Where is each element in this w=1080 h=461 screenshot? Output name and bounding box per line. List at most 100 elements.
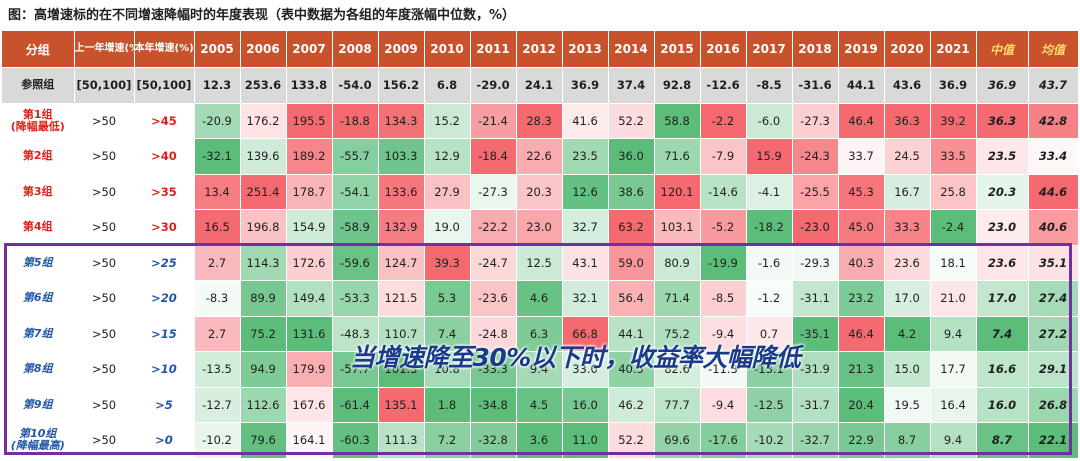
group-row: 第5组 >50 >25 2.7 114.3 172.6 -59.6 124.7 39.3 -24.… xyxy=(2,245,1079,281)
value-cell: -10.2 xyxy=(746,422,793,459)
value-cell: 82.6 xyxy=(654,351,701,388)
value-cell: 79.6 xyxy=(240,422,287,459)
group-row: 第6组 >50 >20 -8.3 89.9 149.4 -53.3 121.5 5.3 -23.6… xyxy=(2,280,1079,317)
group-row: 第2组 >50 >40 -32.1 139.6 189.2 -55.7 103.3 12.9 -1… xyxy=(2,138,1079,175)
group-row: 第8组 >50 >10 -13.5 94.9 179.9 -57.7 101.3 10.8 -33… xyxy=(2,351,1079,388)
value-cell: -31.7 xyxy=(792,387,839,423)
annual-performance-table: 分组上一年增速(%)本年增速(%)20052006200720082009201… xyxy=(2,31,1079,459)
value-cell: -21.4 xyxy=(470,103,517,139)
value-cell: 133.6 xyxy=(378,174,425,210)
value-cell: -54.0 xyxy=(332,67,379,104)
value-cell: 33.3 xyxy=(884,209,931,246)
value-cell: 36.3 xyxy=(884,103,931,139)
value-cell: -8.5 xyxy=(700,280,747,317)
value-cell: 12.3 xyxy=(194,67,241,104)
value-cell: -23.0 xyxy=(792,209,839,246)
value-cell: 6.3 xyxy=(516,316,563,352)
value-cell: 103.1 xyxy=(654,209,701,246)
value-cell: 2.7 xyxy=(194,245,241,281)
mean-cell: 42.8 xyxy=(1028,103,1079,139)
figure-title: 图：高增速标的在不同增速降幅时的年度表现（表中数据为各组的年度涨幅中位数，%） xyxy=(8,8,516,23)
value-cell: 16.4 xyxy=(930,387,977,423)
value-cell: -18.2 xyxy=(746,209,793,246)
value-cell: 15.9 xyxy=(746,138,793,175)
value-cell: 36.0 xyxy=(608,138,655,175)
prev-growth-cell: >50 xyxy=(74,138,135,175)
value-cell: 43.1 xyxy=(562,245,609,281)
value-cell: 77.7 xyxy=(654,387,701,423)
value-cell: 52.2 xyxy=(608,103,655,139)
value-cell: 63.2 xyxy=(608,209,655,246)
value-cell: -33.3 xyxy=(470,351,517,388)
cur-growth-cell: >30 xyxy=(134,209,195,246)
prev-growth-cell: >50 xyxy=(74,351,135,388)
value-cell: -23.6 xyxy=(470,280,517,317)
value-cell: 19.0 xyxy=(424,209,471,246)
value-cell: 176.2 xyxy=(240,103,287,139)
value-cell: 134.3 xyxy=(378,103,425,139)
value-cell: 46.2 xyxy=(608,387,655,423)
value-cell: -57.7 xyxy=(332,351,379,388)
value-cell: -55.7 xyxy=(332,138,379,175)
cur-growth-cell: >45 xyxy=(134,103,195,139)
value-cell: 149.4 xyxy=(286,280,333,317)
value-cell: -12.6 xyxy=(700,67,747,104)
value-cell: -1.6 xyxy=(746,245,793,281)
value-cell: 40.3 xyxy=(838,245,885,281)
value-cell: 36.9 xyxy=(562,67,609,104)
group-label: 第7组 xyxy=(2,316,75,352)
value-cell: -59.6 xyxy=(332,245,379,281)
value-cell: 195.5 xyxy=(286,103,333,139)
value-cell: 3.6 xyxy=(516,422,563,459)
value-cell: 189.2 xyxy=(286,138,333,175)
mean-cell: 26.8 xyxy=(1028,387,1079,423)
group-label: 第10组 (降幅最高) xyxy=(2,422,75,459)
column-header: 2015 xyxy=(654,31,701,68)
column-header: 2009 xyxy=(378,31,425,68)
value-cell: -27.3 xyxy=(470,174,517,210)
prev-growth-cell: >50 xyxy=(74,209,135,246)
group-label: 第6组 xyxy=(2,280,75,317)
mean-cell: 43.7 xyxy=(1028,67,1079,104)
value-cell: 112.6 xyxy=(240,387,287,423)
value-cell: 40.5 xyxy=(608,351,655,388)
cur-growth-cell: >15 xyxy=(134,316,195,352)
cur-growth-cell: >0 xyxy=(134,422,195,459)
median-cell: 23.0 xyxy=(976,209,1029,246)
value-cell: -2.4 xyxy=(930,209,977,246)
mean-cell: 27.4 xyxy=(1028,280,1079,317)
value-cell: 196.8 xyxy=(240,209,287,246)
value-cell: 7.2 xyxy=(424,422,471,459)
value-cell: -9.4 xyxy=(700,316,747,352)
prev-growth-cell: >50 xyxy=(74,316,135,352)
annotation-text: 当增速降至30%以下时，收益率大幅降低 xyxy=(350,343,801,372)
value-cell: 156.2 xyxy=(378,67,425,104)
column-header: 分组 xyxy=(2,31,75,68)
value-cell: -24.3 xyxy=(792,138,839,175)
value-cell: -27.3 xyxy=(792,103,839,139)
group-label: 第5组 xyxy=(2,245,75,281)
value-cell: 4.2 xyxy=(884,316,931,352)
column-header: 2006 xyxy=(240,31,287,68)
column-header: 2013 xyxy=(562,31,609,68)
value-cell: 120.1 xyxy=(654,174,701,210)
prev-growth-cell: >50 xyxy=(74,174,135,210)
value-cell: -24.8 xyxy=(470,316,517,352)
mean-cell: 35.1 xyxy=(1028,245,1079,281)
group-label: 第3组 xyxy=(2,174,75,210)
column-header: 上一年增速(%) xyxy=(74,31,135,68)
value-cell: -54.1 xyxy=(332,174,379,210)
value-cell: 20.3 xyxy=(516,174,563,210)
mean-cell: 40.6 xyxy=(1028,209,1079,246)
column-header: 2016 xyxy=(700,31,747,68)
value-cell: 17.0 xyxy=(884,280,931,317)
value-cell: 1.8 xyxy=(424,387,471,423)
value-cell: -19.9 xyxy=(700,245,747,281)
value-cell: 9.4 xyxy=(930,316,977,352)
median-cell: 36.3 xyxy=(976,103,1029,139)
value-cell: -29.3 xyxy=(792,245,839,281)
value-cell: -9.4 xyxy=(700,387,747,423)
value-cell: -48.3 xyxy=(332,316,379,352)
value-cell: -20.9 xyxy=(194,103,241,139)
group-row: 第9组 >50 >5 -12.7 112.6 167.6 -61.4 135.1 1.8 -34.… xyxy=(2,387,1079,423)
